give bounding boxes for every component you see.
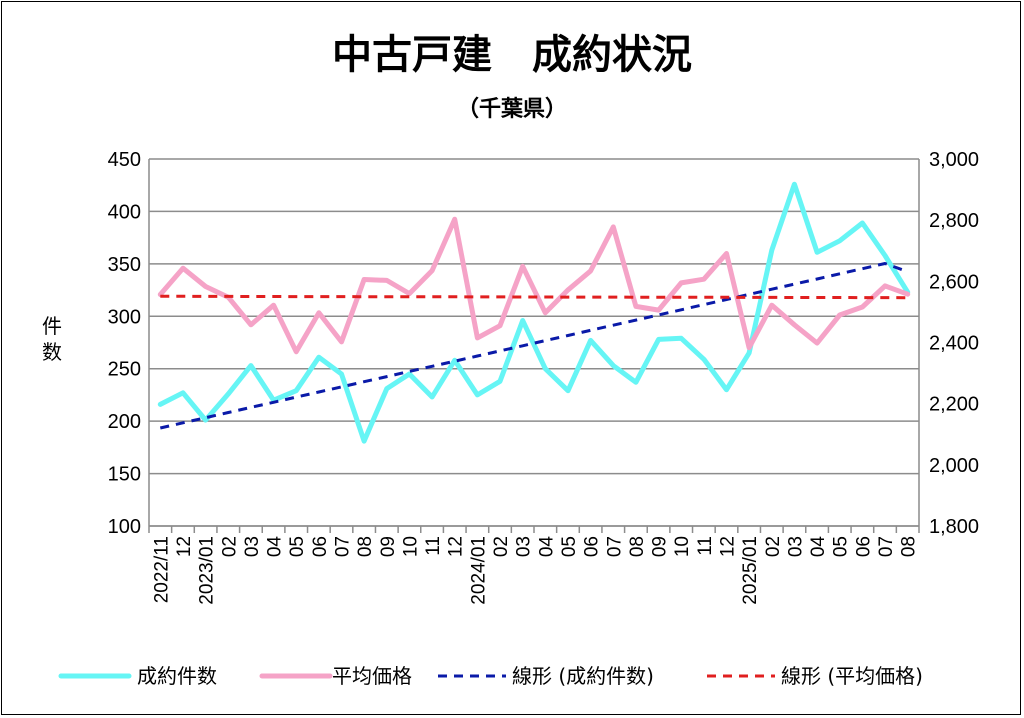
x-tick-label: 07 xyxy=(604,536,625,557)
y2-tick-label: 2,200 xyxy=(929,394,979,416)
y2-tick-label: 2,400 xyxy=(929,333,979,355)
chart-subtitle: （千葉県） xyxy=(457,97,567,122)
y-tick-label: 150 xyxy=(108,464,141,486)
x-tick-label: 02 xyxy=(491,536,512,557)
x-tick-label: 05 xyxy=(287,536,308,557)
x-tick-label: 12 xyxy=(718,536,739,557)
y2-tick-label: 2,000 xyxy=(929,455,979,477)
x-tick-label: 10 xyxy=(672,536,693,557)
x-tick-label: 11 xyxy=(423,536,444,556)
x-tick-label: 2024/01 xyxy=(468,536,489,605)
x-tick-label: 2022/11 xyxy=(151,536,172,603)
x-tick-label: 09 xyxy=(650,536,671,557)
y-axis-label: 数 xyxy=(42,340,62,364)
series-line-count xyxy=(157,181,911,444)
x-tick-label: 06 xyxy=(310,536,331,557)
x-tick-label: 04 xyxy=(536,536,557,558)
x-tick-label: 06 xyxy=(853,536,874,557)
x-tick-label: 03 xyxy=(242,536,263,557)
x-tick-label: 05 xyxy=(831,536,852,557)
x-tick-label: 03 xyxy=(785,536,806,557)
x-tick-label: 02 xyxy=(763,536,784,557)
y-tick-label: 450 xyxy=(108,149,141,171)
y-tick-label: 100 xyxy=(108,516,141,538)
y2-tick-label: 2,600 xyxy=(929,271,979,293)
y2-tick-label: 3,000 xyxy=(929,149,979,171)
y-tick-label: 350 xyxy=(108,254,141,276)
x-tick-label: 2025/01 xyxy=(740,536,761,605)
y-tick-label: 250 xyxy=(108,359,141,381)
x-tick-label: 03 xyxy=(514,536,535,557)
x-tick-label: 10 xyxy=(400,536,421,557)
x-tick-label: 12 xyxy=(174,536,195,557)
x-tick-label: 07 xyxy=(333,536,354,557)
x-tick-label: 04 xyxy=(265,536,286,558)
y-tick-label: 200 xyxy=(108,411,141,433)
series-line-avg-price xyxy=(157,216,911,355)
legend-label: 平均価格 xyxy=(332,664,412,688)
x-tick-label: 08 xyxy=(627,536,648,557)
legend-label: 成約件数 xyxy=(137,664,217,688)
x-tick-label: 07 xyxy=(876,536,897,557)
x-tick-label: 02 xyxy=(219,536,240,557)
y-tick-label: 300 xyxy=(108,306,141,328)
chart-title: 中古戸建 成約状況 xyxy=(332,32,692,78)
x-tick-label: 08 xyxy=(355,536,376,557)
x-tick-label: 2023/01 xyxy=(197,536,218,605)
x-tick-label: 09 xyxy=(378,536,399,557)
x-tick-label: 06 xyxy=(582,536,603,557)
series-line-trend-avg-price xyxy=(160,294,908,300)
y2-tick-label: 1,800 xyxy=(929,516,979,538)
legend-label: 線形 (成約件数) xyxy=(512,664,654,688)
x-tick-label: 11 xyxy=(695,536,716,556)
y-axis-label: 件 xyxy=(42,314,62,338)
y-tick-label: 400 xyxy=(108,201,141,223)
x-tick-label: 05 xyxy=(559,536,580,557)
y2-tick-label: 2,800 xyxy=(929,210,979,232)
x-tick-label: 08 xyxy=(899,536,920,557)
x-tick-label: 12 xyxy=(446,536,467,557)
x-tick-label: 04 xyxy=(808,536,829,558)
legend-label: 線形 (平均価格) xyxy=(781,664,923,688)
